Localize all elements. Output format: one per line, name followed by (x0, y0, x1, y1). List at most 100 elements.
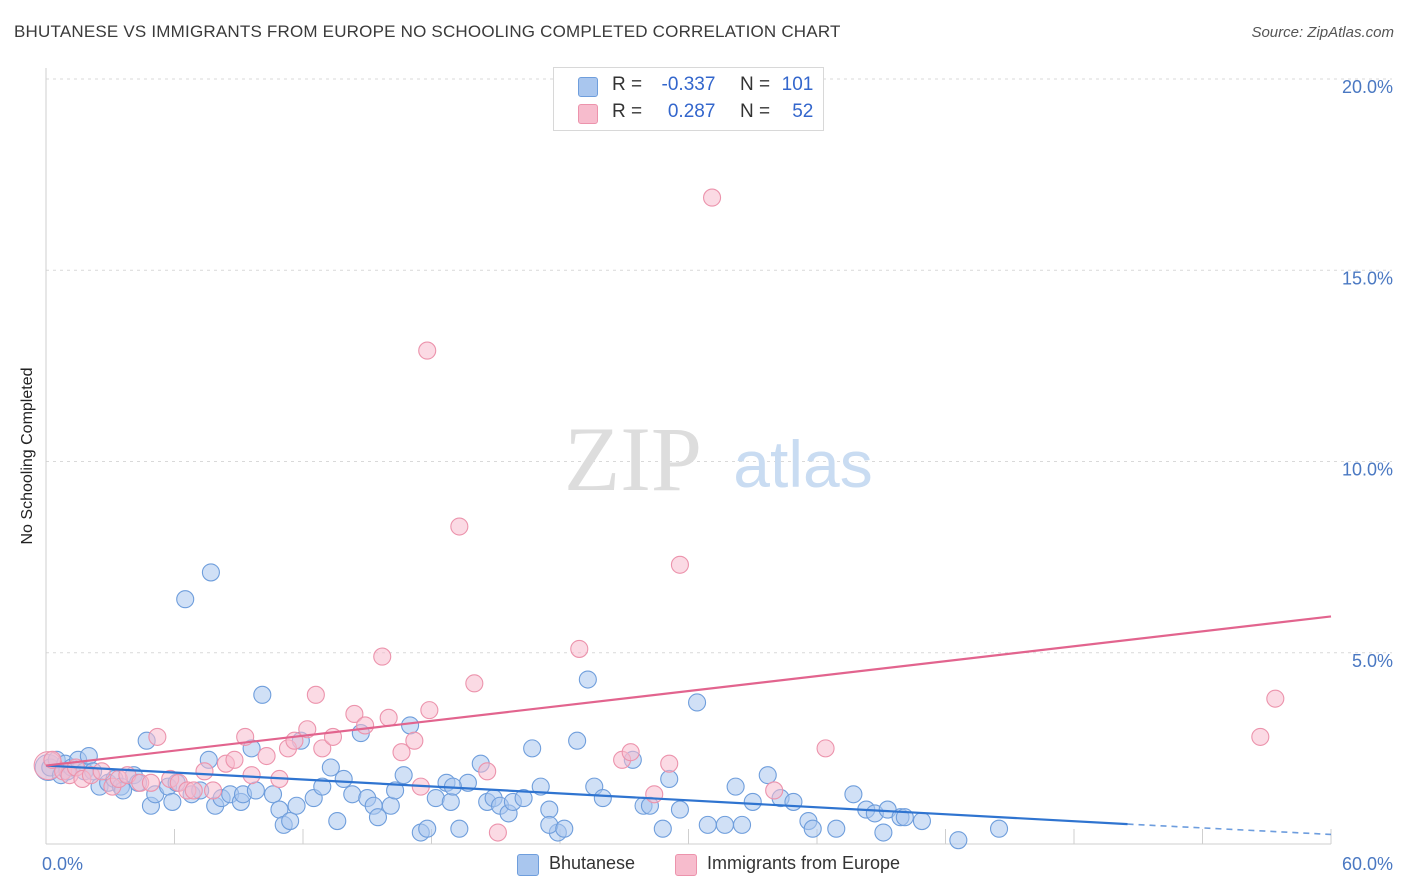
bhutanese-point-61 (450, 819, 469, 838)
trend-lines (45, 615, 1332, 836)
legend-n-value: 101 (781, 74, 814, 95)
immigrants-point-18 (204, 781, 223, 800)
immigrants-point-40 (450, 517, 469, 536)
bhutanese-point-57 (418, 819, 437, 838)
bhutanese-point-73 (540, 800, 559, 819)
bhutanese-point-99 (844, 785, 863, 804)
source-label: Source: ZipAtlas.com (1251, 24, 1394, 41)
immigrants-point-6 (92, 762, 111, 781)
immigrants-point-23 (257, 746, 276, 766)
bottom-legend-label: Bhutanese (549, 853, 636, 873)
immigrants-point-42 (478, 762, 497, 781)
immigrants-point-50 (703, 188, 722, 207)
bhutanese-point-76 (555, 819, 574, 838)
bhutanese-point-86 (670, 800, 689, 819)
immigrants-point-54 (1266, 689, 1285, 708)
bhutanese-point-80 (593, 789, 612, 808)
immigrants-point-39 (418, 341, 437, 360)
y-tick-label-0: 5.0% (1352, 651, 1393, 671)
bhutanese-point-52 (381, 796, 400, 815)
bhutanese-point-47 (343, 785, 362, 804)
bhutanese-point-46 (334, 769, 353, 789)
bhutanese-point-53 (386, 781, 405, 800)
bottom-legend-label: Immigrants from Europe (707, 853, 901, 873)
bhutanese-point-97 (803, 819, 822, 838)
legend-r-value: -0.337 (661, 74, 716, 95)
immigrants-point-43 (488, 823, 507, 842)
y-tick-label-3: 20.0% (1342, 77, 1393, 97)
bhutanese-point-89 (715, 815, 734, 834)
bhutanese-point-93 (758, 766, 777, 785)
bhutanese-point-36 (263, 785, 283, 804)
immigrants-point-38 (420, 701, 439, 720)
watermark: ZIP atlas (564, 408, 873, 510)
legend-swatch-blue (578, 77, 598, 97)
bhutanese-point-70 (514, 789, 533, 808)
immigrants-point-29 (313, 739, 332, 758)
immigrants-point-53 (1251, 727, 1270, 746)
bhutanese-point-95 (784, 792, 803, 811)
bhutanese-point-23 (176, 590, 195, 609)
bhutanese-point-90 (726, 777, 745, 796)
bhutanese-point-60 (441, 792, 460, 811)
immigrants-point-17 (195, 762, 214, 781)
legend-r-value: 0.287 (667, 101, 716, 122)
immigrants-point-49 (670, 555, 689, 574)
legend-r-label: R = (612, 74, 643, 95)
bhutanese-point-84 (653, 819, 672, 838)
immigrants-point-28 (306, 685, 325, 704)
immigrants-trend-line (45, 615, 1332, 767)
immigrants-point-22 (242, 766, 261, 785)
bhutanese-point-54 (394, 766, 413, 785)
bhutanese-point-75 (540, 815, 559, 834)
bhutanese-point-71 (523, 739, 542, 758)
legend-n-value: 52 (792, 101, 814, 122)
tick-labels: 5.0% 10.0% 15.0% 20.0% 0.0% 60.0% (42, 77, 1393, 874)
immigrants-point-51 (765, 781, 784, 800)
legend-swatch-pink (578, 104, 598, 124)
bhutanese-point-39 (281, 811, 300, 831)
immigrants-point-27 (298, 720, 317, 739)
immigrants-point-34 (379, 708, 398, 727)
immigrants-point-47 (645, 785, 664, 804)
y-tick-label-1: 10.0% (1342, 460, 1393, 480)
legend-r-label: R = (612, 101, 643, 122)
immigrants-point-46 (621, 743, 640, 762)
bhutanese-point-72 (531, 777, 550, 796)
bhutanese-point-108 (989, 819, 1009, 838)
bhutanese-point-35 (253, 685, 272, 704)
x-tick-label-1: 60.0% (1342, 854, 1393, 874)
bhutanese-point-58 (426, 789, 445, 808)
x-tick-label-0: 0.0% (42, 854, 83, 874)
immigrants-point-31 (345, 704, 364, 724)
bhutanese-point-87 (688, 693, 707, 712)
legend-n-label: N = (739, 101, 771, 122)
y-tick-label-2: 15.0% (1342, 268, 1393, 288)
series-bhutanese-points (34, 563, 1009, 850)
grid-lines (46, 78, 1392, 654)
bhutanese-point-45 (328, 811, 347, 831)
immigrants-point-44 (570, 639, 589, 658)
bottom-legend-swatch-blue (517, 854, 539, 876)
bhutanese-point-91 (732, 815, 752, 834)
legend-n-label: N = (739, 74, 771, 95)
watermark-atlas: atlas (733, 427, 872, 501)
immigrants-point-35 (392, 743, 411, 762)
bhutanese-point-44 (321, 758, 340, 777)
immigrants-point-16 (184, 781, 203, 800)
bhutanese-point-77 (568, 731, 587, 750)
bhutanese-trend-extension (1127, 823, 1332, 836)
bhutanese-point-102 (874, 823, 893, 842)
bhutanese-point-106 (912, 811, 931, 831)
stats-legend: R = -0.337 N = 101 R = 0.287 N = 52 (553, 67, 824, 131)
watermark-zip: ZIP (564, 408, 702, 510)
immigrants-point-48 (660, 754, 679, 773)
bhutanese-point-51 (368, 808, 388, 827)
series-immigrants-points (33, 188, 1285, 842)
bhutanese-point-34 (246, 781, 265, 800)
bhutanese-point-21 (163, 792, 182, 811)
bhutanese-trend-line (45, 764, 1128, 826)
bhutanese-point-40 (287, 796, 306, 815)
chart-title: BHUTANESE VS IMMIGRANTS FROM EUROPE NO S… (14, 22, 841, 41)
